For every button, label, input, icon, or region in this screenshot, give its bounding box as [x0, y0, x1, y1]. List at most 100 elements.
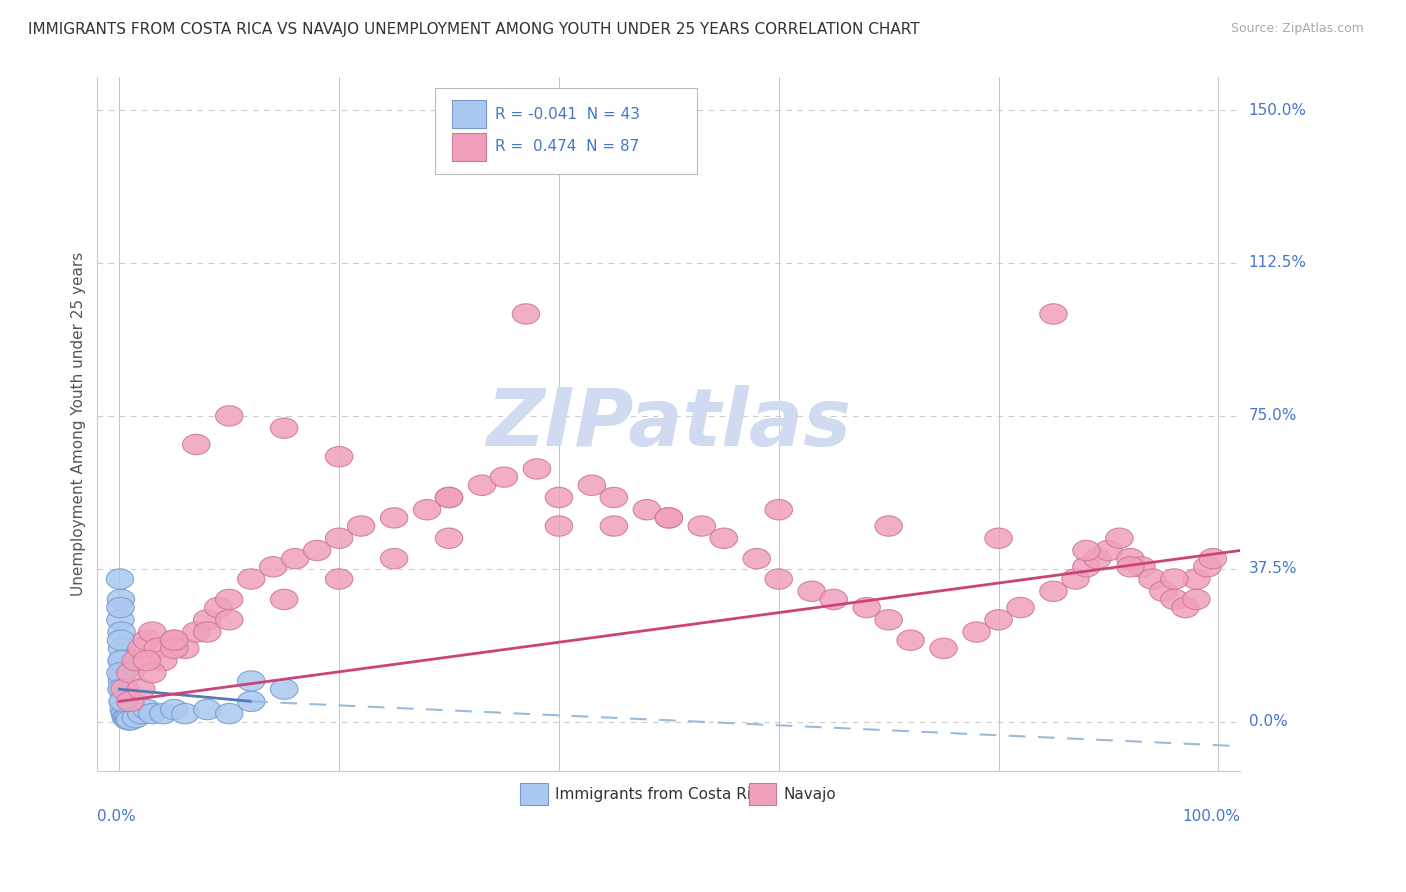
- Text: R =  0.474  N = 87: R = 0.474 N = 87: [495, 139, 640, 154]
- Ellipse shape: [436, 487, 463, 508]
- Text: 150.0%: 150.0%: [1249, 103, 1306, 118]
- Ellipse shape: [325, 569, 353, 590]
- Ellipse shape: [1160, 569, 1188, 590]
- Ellipse shape: [1040, 304, 1067, 324]
- Ellipse shape: [108, 638, 136, 658]
- Ellipse shape: [194, 699, 221, 720]
- Ellipse shape: [128, 704, 155, 723]
- Ellipse shape: [139, 704, 166, 723]
- Ellipse shape: [160, 638, 188, 658]
- Ellipse shape: [1128, 557, 1156, 577]
- Ellipse shape: [108, 622, 135, 642]
- Ellipse shape: [143, 638, 172, 658]
- Ellipse shape: [468, 475, 496, 495]
- Ellipse shape: [413, 500, 441, 520]
- Ellipse shape: [304, 541, 330, 561]
- Ellipse shape: [110, 691, 136, 712]
- Ellipse shape: [270, 418, 298, 438]
- Ellipse shape: [117, 663, 143, 683]
- Ellipse shape: [134, 650, 160, 671]
- Ellipse shape: [1105, 528, 1133, 549]
- Ellipse shape: [963, 622, 990, 642]
- Ellipse shape: [1182, 569, 1211, 590]
- Ellipse shape: [108, 650, 135, 671]
- Ellipse shape: [139, 663, 166, 683]
- Ellipse shape: [270, 590, 298, 609]
- Ellipse shape: [281, 549, 309, 569]
- Ellipse shape: [114, 704, 141, 723]
- Ellipse shape: [107, 609, 134, 630]
- Ellipse shape: [194, 609, 221, 630]
- Text: 37.5%: 37.5%: [1249, 561, 1298, 576]
- Ellipse shape: [160, 630, 188, 650]
- Ellipse shape: [1194, 557, 1220, 577]
- Ellipse shape: [111, 704, 139, 723]
- Ellipse shape: [984, 609, 1012, 630]
- Ellipse shape: [238, 569, 264, 590]
- Ellipse shape: [238, 671, 264, 691]
- Text: 0.0%: 0.0%: [97, 809, 136, 824]
- Ellipse shape: [381, 549, 408, 569]
- Text: Navajo: Navajo: [783, 787, 837, 802]
- Text: Source: ZipAtlas.com: Source: ZipAtlas.com: [1230, 22, 1364, 36]
- Ellipse shape: [578, 475, 606, 495]
- Ellipse shape: [107, 663, 134, 683]
- Ellipse shape: [108, 671, 136, 691]
- Ellipse shape: [110, 699, 138, 720]
- Ellipse shape: [110, 663, 136, 683]
- Ellipse shape: [183, 622, 209, 642]
- Ellipse shape: [134, 699, 160, 720]
- Ellipse shape: [134, 630, 160, 650]
- Ellipse shape: [172, 704, 200, 723]
- Ellipse shape: [688, 516, 716, 536]
- Text: 0.0%: 0.0%: [1249, 714, 1288, 730]
- FancyBboxPatch shape: [451, 133, 486, 161]
- Ellipse shape: [710, 528, 738, 549]
- Ellipse shape: [347, 516, 375, 536]
- Ellipse shape: [111, 679, 139, 699]
- Ellipse shape: [1073, 557, 1099, 577]
- Ellipse shape: [215, 590, 243, 609]
- Ellipse shape: [117, 709, 143, 730]
- Ellipse shape: [512, 304, 540, 324]
- Ellipse shape: [107, 590, 135, 609]
- Ellipse shape: [128, 638, 155, 658]
- Ellipse shape: [111, 691, 139, 712]
- Ellipse shape: [875, 516, 903, 536]
- Ellipse shape: [122, 707, 149, 728]
- Ellipse shape: [260, 557, 287, 577]
- Ellipse shape: [853, 598, 880, 618]
- Ellipse shape: [820, 590, 848, 609]
- Ellipse shape: [115, 707, 143, 728]
- Ellipse shape: [108, 679, 136, 699]
- FancyBboxPatch shape: [749, 783, 776, 805]
- Ellipse shape: [1182, 590, 1211, 609]
- Ellipse shape: [491, 467, 517, 487]
- Ellipse shape: [122, 650, 149, 671]
- Ellipse shape: [1084, 549, 1111, 569]
- Ellipse shape: [655, 508, 682, 528]
- Ellipse shape: [149, 704, 177, 723]
- Ellipse shape: [546, 487, 572, 508]
- Ellipse shape: [215, 406, 243, 426]
- Ellipse shape: [875, 609, 903, 630]
- Text: 100.0%: 100.0%: [1182, 809, 1240, 824]
- Ellipse shape: [799, 581, 825, 601]
- Ellipse shape: [523, 458, 551, 479]
- Ellipse shape: [107, 598, 134, 618]
- Y-axis label: Unemployment Among Youth under 25 years: Unemployment Among Youth under 25 years: [72, 252, 86, 596]
- Ellipse shape: [110, 679, 138, 699]
- Ellipse shape: [112, 699, 139, 720]
- Ellipse shape: [1160, 590, 1188, 609]
- Ellipse shape: [172, 638, 200, 658]
- Ellipse shape: [1007, 598, 1035, 618]
- Text: R = -0.041  N = 43: R = -0.041 N = 43: [495, 107, 640, 121]
- Ellipse shape: [325, 447, 353, 467]
- Ellipse shape: [1199, 549, 1226, 569]
- Ellipse shape: [183, 434, 209, 455]
- FancyBboxPatch shape: [434, 87, 697, 175]
- Text: 112.5%: 112.5%: [1249, 255, 1306, 270]
- Text: Immigrants from Costa Rica: Immigrants from Costa Rica: [554, 787, 769, 802]
- Ellipse shape: [108, 691, 136, 712]
- Ellipse shape: [238, 691, 264, 712]
